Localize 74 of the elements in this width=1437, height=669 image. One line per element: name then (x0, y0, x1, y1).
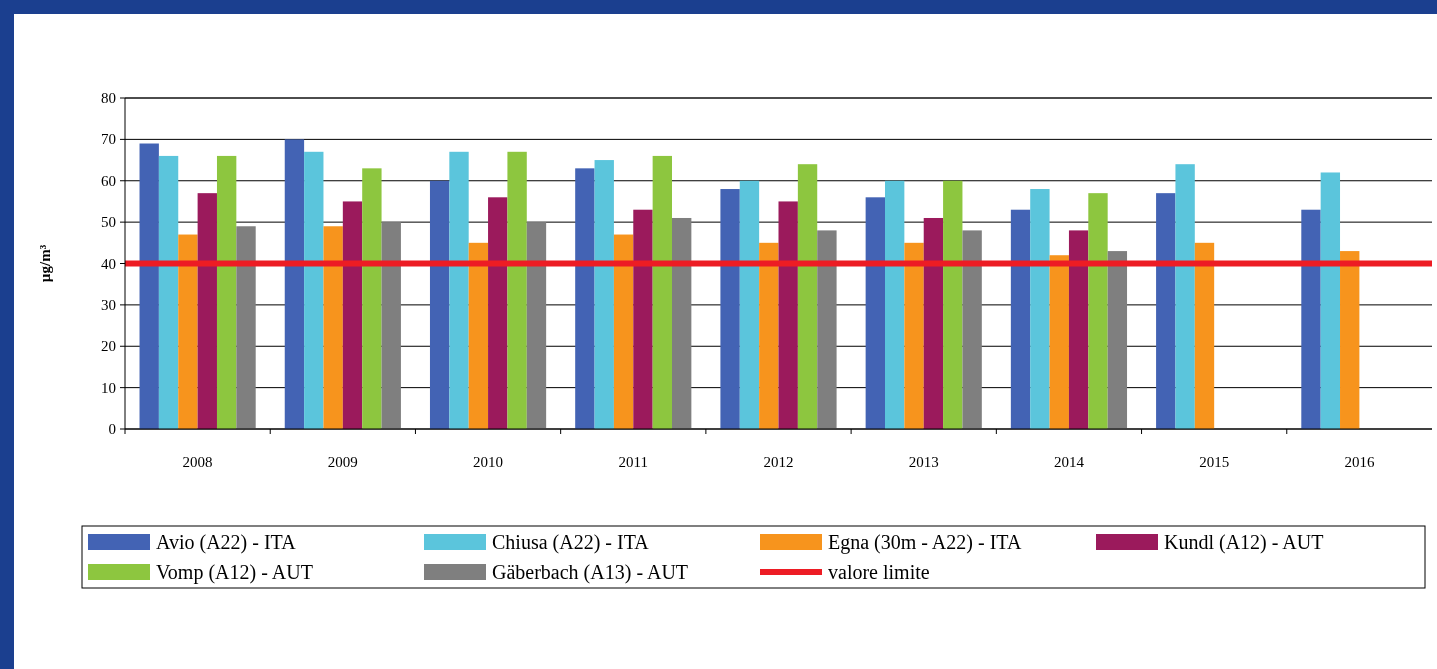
legend-label: Kundl (A12) - AUT (1164, 531, 1324, 554)
bar (962, 230, 982, 429)
bar (381, 222, 401, 429)
x-tick-label: 2013 (908, 454, 939, 470)
x-tick-label: 2008 (182, 454, 213, 470)
bar (817, 230, 837, 429)
bar (488, 197, 508, 429)
bar (526, 222, 547, 429)
bar (759, 242, 779, 429)
bar (1175, 164, 1195, 429)
bar (720, 189, 740, 429)
bar (672, 217, 692, 429)
bar (1340, 251, 1360, 429)
bar (1194, 242, 1215, 429)
x-tick-label: 2016 (1344, 454, 1375, 470)
bar (1049, 255, 1069, 429)
bar (178, 234, 198, 429)
bar (1010, 209, 1031, 429)
bar (139, 143, 159, 429)
bar (1068, 230, 1089, 429)
y-axis-title: µg/m³ (37, 244, 53, 283)
y-tick-label: 40 (101, 255, 116, 272)
y-tick-label: 30 (101, 296, 116, 313)
x-tick-label: 2011 (618, 454, 648, 470)
bar (284, 139, 305, 429)
bar (468, 242, 489, 429)
bar (594, 160, 614, 429)
bar (904, 242, 924, 429)
x-tick-label: 2014 (1053, 454, 1085, 470)
bar (304, 151, 324, 429)
y-tick-label: 70 (101, 131, 116, 148)
y-tick-label: 20 (101, 338, 116, 355)
legend-label: Gäberbach (A13) - AUT (492, 561, 689, 584)
bar (1320, 172, 1341, 429)
y-tick-label: 50 (101, 214, 116, 231)
legend-label: valore limite (828, 561, 930, 583)
bar (449, 151, 469, 429)
bar (342, 201, 363, 429)
bar (1088, 193, 1108, 429)
bar (865, 197, 885, 429)
y-tick-label: 80 (101, 90, 116, 106)
y-tick-label: 10 (101, 379, 116, 396)
bar (507, 151, 527, 429)
bar (923, 217, 944, 429)
legend-label: Egna (30m - A22) - ITA (828, 531, 1022, 554)
y-tick-label: 60 (101, 172, 116, 189)
bar (1156, 193, 1176, 429)
x-tick-label: 2012 (763, 454, 794, 470)
bar (797, 164, 818, 429)
bar (1107, 251, 1128, 429)
bar (1301, 209, 1321, 429)
bar (652, 155, 672, 429)
bar (197, 193, 217, 429)
bar (885, 180, 905, 429)
x-tick-label: 2009 (327, 454, 358, 470)
bar (613, 234, 634, 429)
bar (323, 226, 343, 429)
legend-label: Chiusa (A22) - ITA (492, 531, 650, 554)
bar (158, 155, 179, 429)
bar (633, 209, 653, 429)
x-tick-label: 2010 (473, 454, 504, 470)
bar (236, 226, 256, 429)
bar (943, 180, 963, 429)
y-tick-label: 0 (108, 421, 116, 437)
bar (429, 180, 450, 429)
bar (575, 168, 595, 429)
bar (1030, 189, 1050, 429)
legend-label: Avio (A22) - ITA (156, 531, 297, 554)
x-tick-label: 2015 (1199, 454, 1230, 470)
bar (778, 201, 798, 429)
bar (216, 155, 237, 429)
bar (362, 168, 382, 429)
bar (739, 180, 760, 429)
legend-label: Vomp (A12) - AUT (156, 561, 313, 584)
